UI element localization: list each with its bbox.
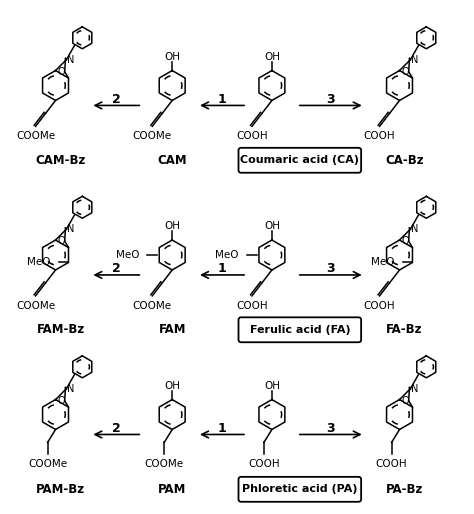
Text: N: N: [67, 384, 74, 394]
Text: 1: 1: [218, 422, 227, 435]
Text: COOH: COOH: [364, 301, 395, 311]
Text: OH: OH: [264, 221, 280, 231]
Text: PA-Bz: PA-Bz: [386, 483, 423, 496]
Text: PAM-Bz: PAM-Bz: [36, 483, 85, 496]
Text: N: N: [67, 55, 74, 65]
Text: COOMe: COOMe: [16, 132, 55, 141]
Text: COOH: COOH: [248, 460, 280, 469]
Text: O: O: [402, 67, 410, 77]
Text: O: O: [402, 396, 410, 406]
Text: Phloretic acid (PA): Phloretic acid (PA): [242, 484, 357, 494]
Text: 2: 2: [112, 93, 121, 106]
Text: 1: 1: [218, 93, 227, 106]
Text: 3: 3: [327, 422, 335, 435]
Text: OH: OH: [164, 381, 180, 391]
Text: COOH: COOH: [364, 132, 395, 141]
Text: COOH: COOH: [236, 132, 268, 141]
Text: N: N: [410, 55, 418, 65]
Text: OH: OH: [264, 51, 280, 62]
Text: COOH: COOH: [376, 460, 407, 469]
Text: MeO: MeO: [116, 250, 139, 260]
Text: FA-Bz: FA-Bz: [386, 323, 423, 336]
Text: O: O: [58, 67, 65, 77]
Text: N: N: [67, 224, 74, 234]
Text: Ferulic acid (FA): Ferulic acid (FA): [249, 325, 350, 335]
Text: OH: OH: [264, 381, 280, 391]
Text: N: N: [410, 224, 418, 234]
Text: COOMe: COOMe: [133, 132, 172, 141]
Text: COOMe: COOMe: [16, 301, 55, 311]
Text: O: O: [58, 236, 65, 246]
Text: Coumaric acid (CA): Coumaric acid (CA): [240, 155, 359, 166]
Text: OH: OH: [164, 51, 180, 62]
Text: MeO: MeO: [27, 258, 51, 267]
Text: COOMe: COOMe: [133, 301, 172, 311]
FancyBboxPatch shape: [238, 148, 361, 173]
FancyBboxPatch shape: [238, 317, 361, 342]
Text: COOMe: COOMe: [145, 460, 184, 469]
Text: 2: 2: [112, 422, 121, 435]
Text: OH: OH: [164, 221, 180, 231]
Text: O: O: [58, 396, 65, 406]
Text: O: O: [402, 236, 410, 246]
Text: FAM-Bz: FAM-Bz: [36, 323, 85, 336]
Text: CAM-Bz: CAM-Bz: [36, 154, 86, 167]
Text: 3: 3: [327, 93, 335, 106]
Text: N: N: [410, 384, 418, 394]
Text: MeO: MeO: [371, 258, 394, 267]
Text: FAM: FAM: [158, 323, 186, 336]
Text: CA-Bz: CA-Bz: [385, 154, 424, 167]
Text: MeO: MeO: [216, 250, 239, 260]
FancyBboxPatch shape: [238, 477, 361, 502]
Text: CAM: CAM: [157, 154, 187, 167]
Text: COOH: COOH: [236, 301, 268, 311]
Text: COOMe: COOMe: [28, 460, 67, 469]
Text: 1: 1: [218, 263, 227, 276]
Text: 3: 3: [327, 263, 335, 276]
Text: PAM: PAM: [158, 483, 186, 496]
Text: 2: 2: [112, 263, 121, 276]
